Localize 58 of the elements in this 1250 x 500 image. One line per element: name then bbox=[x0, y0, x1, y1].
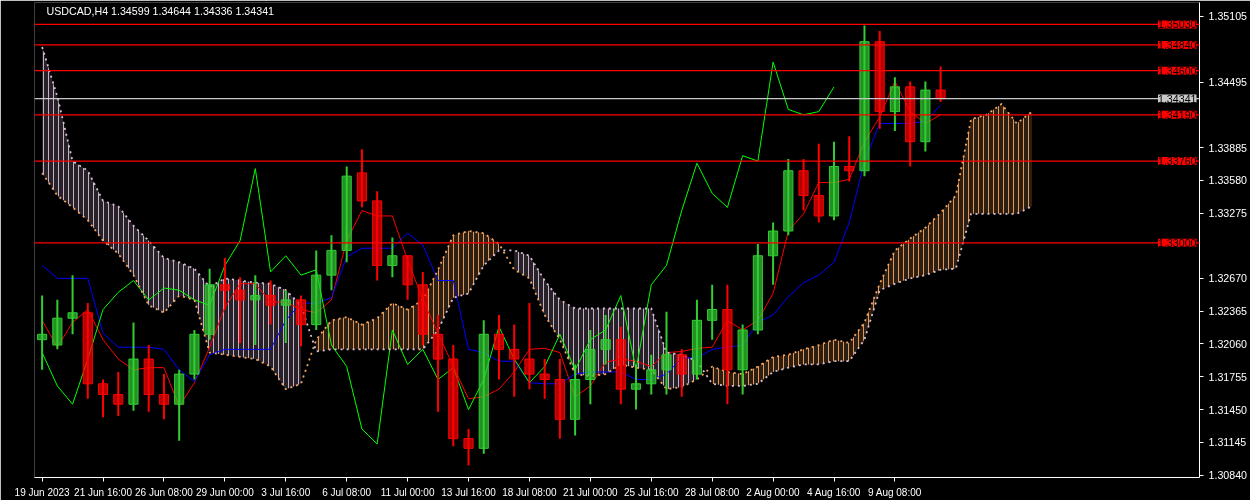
y-tick-label: 1.32060 bbox=[1208, 337, 1248, 350]
candlestick bbox=[280, 289, 291, 344]
candlestick bbox=[250, 274, 261, 347]
ref-line-label: 1.34600 bbox=[1157, 64, 1197, 77]
ref-line-label: 1.34190 bbox=[1157, 108, 1197, 121]
x-tick-label: 6 Jul 08:00 bbox=[322, 486, 372, 498]
x-tick-label: 21 Jul 00:00 bbox=[563, 486, 619, 498]
candlestick bbox=[524, 302, 535, 391]
y-tick-label: 1.32670 bbox=[1208, 272, 1248, 285]
candlestick bbox=[630, 363, 642, 411]
y-tick-label: 1.34495 bbox=[1208, 76, 1248, 89]
candlestick bbox=[646, 353, 657, 396]
candlestick bbox=[661, 310, 672, 396]
x-tick-label: 25 Jul 16:00 bbox=[624, 486, 679, 498]
y-tick-label: 1.31450 bbox=[1208, 403, 1248, 416]
y-tick-label: 1.31755 bbox=[1208, 370, 1248, 383]
y-tick-label: 1.35105 bbox=[1208, 10, 1248, 23]
x-tick-label: 28 Jul 08:00 bbox=[684, 486, 740, 498]
x-tick-label: 26 Jun 08:00 bbox=[135, 486, 194, 498]
x-tick-label: 29 Jun 00:00 bbox=[195, 486, 255, 498]
candlestick bbox=[97, 378, 109, 419]
candlestick bbox=[235, 276, 246, 344]
chart-title: USDCAD,H4 1.34599 1.34644 1.34336 1.34341 bbox=[46, 4, 275, 17]
line-series bbox=[41, 46, 1033, 387]
x-tick-label: 3 Jul 16:00 bbox=[261, 486, 311, 498]
x-tick-label: 13 Jul 16:00 bbox=[441, 486, 497, 498]
ref-line-label: 1.33000 bbox=[1157, 236, 1197, 249]
ref-line-label: 1.35030 bbox=[1157, 18, 1197, 31]
y-tick-label: 1.33580 bbox=[1208, 174, 1248, 187]
line-series bbox=[41, 61, 835, 445]
x-tick-label: 11 Jul 00:00 bbox=[380, 486, 435, 498]
candlestick bbox=[67, 274, 78, 336]
x-tick-label: 9 Aug 08:00 bbox=[867, 486, 922, 498]
candlestick bbox=[387, 236, 398, 279]
x-tick-label: 2 Aug 00:00 bbox=[746, 486, 800, 498]
y-tick-label: 1.31145 bbox=[1208, 436, 1247, 449]
y-tick-label: 1.32365 bbox=[1208, 305, 1248, 318]
y-tick-label: 1.33275 bbox=[1208, 207, 1248, 220]
y-tick-label: 1.30840 bbox=[1208, 469, 1248, 482]
candlestick bbox=[707, 283, 718, 341]
candlestick bbox=[493, 313, 505, 381]
x-tick-label: 21 Jun 16:00 bbox=[74, 486, 133, 498]
candlestick bbox=[463, 427, 474, 467]
candlestick bbox=[509, 323, 520, 398]
x-tick-label: 19 Jun 2023 bbox=[14, 486, 71, 498]
candlestick bbox=[219, 256, 230, 311]
y-tick-label: 1.33885 bbox=[1208, 141, 1248, 154]
x-tick-label: 4 Aug 16:00 bbox=[807, 486, 861, 498]
ref-line-label: 1.33760 bbox=[1157, 155, 1197, 168]
ref-line-label: 1.34341 bbox=[1157, 92, 1197, 105]
candlestick bbox=[676, 348, 687, 398]
ref-line-label: 1.34840 bbox=[1157, 38, 1197, 51]
candlestick bbox=[113, 370, 124, 418]
x-tick-label: 18 Jul 08:00 bbox=[502, 486, 558, 498]
candlestick bbox=[600, 313, 611, 366]
candlestick bbox=[37, 294, 48, 371]
candlestick bbox=[539, 358, 550, 400]
candlestick bbox=[265, 279, 276, 326]
